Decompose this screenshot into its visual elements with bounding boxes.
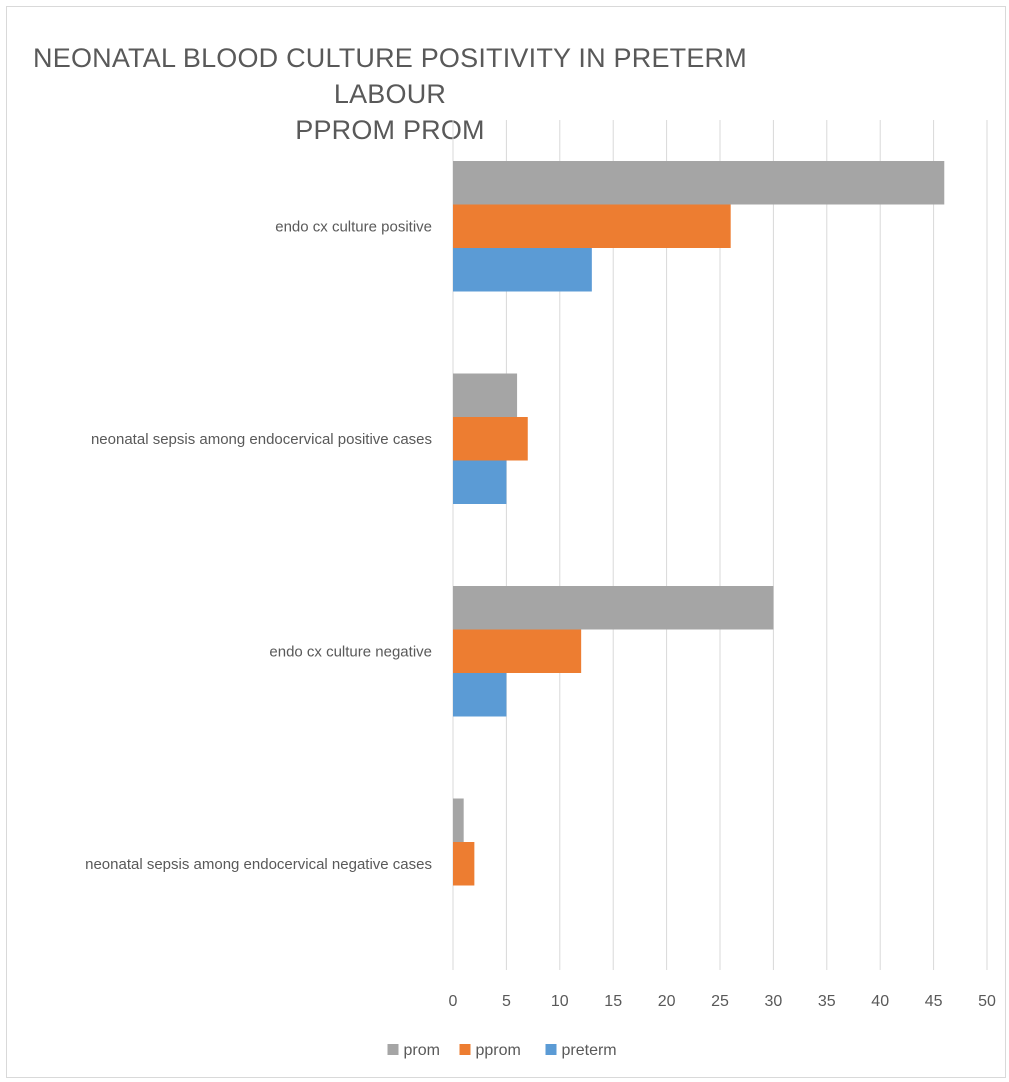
category-label: endo cx culture positive — [275, 218, 432, 235]
bar-prom-0 — [453, 161, 945, 205]
chart-title-line-1: NEONATAL BLOOD CULTURE POSITIVITY IN PRE… — [33, 43, 747, 109]
legend: prom pprom preterm — [387, 1042, 617, 1059]
x-tick-label: 5 — [502, 993, 511, 1010]
x-tick-label: 25 — [711, 993, 729, 1010]
bar-prom-2 — [453, 586, 774, 630]
bar-preterm-0 — [453, 248, 592, 292]
category-labels: endo cx culture positive neonatal sepsis … — [85, 218, 432, 873]
x-tick-label: 20 — [658, 993, 676, 1010]
bar-pprom-3 — [453, 842, 475, 886]
legend-swatch-prom — [387, 1044, 399, 1055]
x-tick-label: 45 — [925, 993, 943, 1010]
legend-label-pprom: pprom — [476, 1042, 521, 1059]
x-tick-label: 15 — [604, 993, 622, 1010]
legend-swatch-pprom — [459, 1044, 471, 1055]
bar-prom-1 — [453, 373, 518, 417]
x-axis-ticks: 0 5 10 15 20 25 30 35 40 45 50 — [449, 993, 996, 1010]
x-tick-label: 35 — [818, 993, 836, 1010]
bar-preterm-2 — [453, 673, 507, 717]
legend-label-preterm: preterm — [562, 1042, 617, 1059]
category-label: endo cx culture negative — [269, 643, 432, 660]
bar-pprom-1 — [453, 417, 528, 461]
legend-label-prom: prom — [404, 1042, 440, 1059]
x-tick-label: 40 — [871, 993, 889, 1010]
x-tick-label: 10 — [551, 993, 569, 1010]
bars — [453, 161, 945, 886]
x-tick-label: 30 — [765, 993, 783, 1010]
category-label: neonatal sepsis among endocervical posit… — [91, 431, 432, 448]
bar-prom-3 — [453, 798, 464, 842]
category-label: neonatal sepsis among endocervical negat… — [85, 856, 432, 873]
bar-preterm-1 — [453, 460, 507, 504]
x-tick-label: 50 — [978, 993, 996, 1010]
legend-swatch-preterm — [545, 1044, 557, 1055]
x-tick-label: 0 — [449, 993, 458, 1010]
bar-pprom-0 — [453, 204, 731, 248]
bar-pprom-2 — [453, 629, 582, 673]
